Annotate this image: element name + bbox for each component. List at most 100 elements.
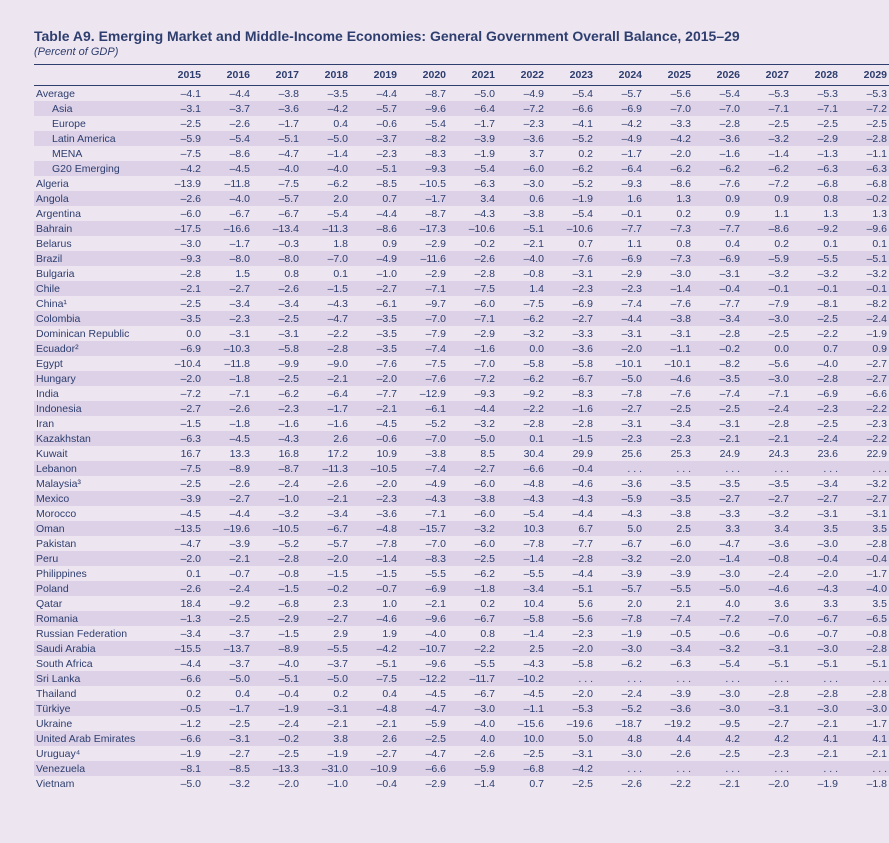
cell: –6.7 bbox=[791, 611, 840, 626]
cell: –1.9 bbox=[154, 746, 203, 761]
cell: –6.4 bbox=[301, 386, 350, 401]
cell: –2.9 bbox=[399, 236, 448, 251]
cell: 0.2 bbox=[644, 206, 693, 221]
cell: –7.1 bbox=[203, 386, 252, 401]
cell: –2.6 bbox=[203, 116, 252, 131]
cell: –10.1 bbox=[644, 356, 693, 371]
row-label: Bulgaria bbox=[34, 266, 154, 281]
cell: –3.0 bbox=[154, 236, 203, 251]
cell: –3.3 bbox=[644, 116, 693, 131]
cell: –2.5 bbox=[203, 611, 252, 626]
cell: –7.2 bbox=[742, 176, 791, 191]
cell: 0.9 bbox=[693, 206, 742, 221]
cell: –7.1 bbox=[448, 311, 497, 326]
cell: 5.0 bbox=[546, 731, 595, 746]
cell: –2.0 bbox=[644, 551, 693, 566]
cell: –0.6 bbox=[693, 626, 742, 641]
cell: –7.5 bbox=[154, 146, 203, 161]
cell: –1.7 bbox=[448, 116, 497, 131]
cell: –2.5 bbox=[742, 326, 791, 341]
cell: –2.8 bbox=[546, 551, 595, 566]
cell: –8.9 bbox=[203, 461, 252, 476]
cell: –7.2 bbox=[154, 386, 203, 401]
cell: –2.1 bbox=[350, 401, 399, 416]
cell: –3.5 bbox=[350, 326, 399, 341]
cell: –0.8 bbox=[252, 566, 301, 581]
data-table: 2015201620172018201920202021202220232024… bbox=[34, 64, 889, 791]
cell: –5.4 bbox=[693, 86, 742, 102]
cell: –7.4 bbox=[399, 341, 448, 356]
cell: –4.7 bbox=[154, 536, 203, 551]
row-label: Latin America bbox=[34, 131, 154, 146]
cell: –7.5 bbox=[154, 461, 203, 476]
table-row: Lebanon–7.5–8.9–8.7–11.3–10.5–7.4–2.7–6.… bbox=[34, 461, 889, 476]
cell: –1.4 bbox=[497, 626, 546, 641]
cell: 2.6 bbox=[350, 731, 399, 746]
year-header: 2015 bbox=[154, 65, 203, 86]
cell: –2.1 bbox=[301, 491, 350, 506]
cell: –3.1 bbox=[693, 266, 742, 281]
cell: –2.7 bbox=[350, 746, 399, 761]
cell: –9.6 bbox=[399, 656, 448, 671]
cell: 0.8 bbox=[252, 266, 301, 281]
cell: –6.7 bbox=[448, 611, 497, 626]
cell: –1.5 bbox=[301, 281, 350, 296]
cell: –12.2 bbox=[399, 671, 448, 686]
row-label: Europe bbox=[34, 116, 154, 131]
cell: –2.3 bbox=[791, 401, 840, 416]
cell: –5.4 bbox=[399, 116, 448, 131]
cell: –3.2 bbox=[448, 416, 497, 431]
cell: –3.9 bbox=[448, 131, 497, 146]
cell: –5.4 bbox=[203, 131, 252, 146]
cell: –7.7 bbox=[595, 221, 644, 236]
cell: –6.0 bbox=[497, 161, 546, 176]
cell: –2.6 bbox=[203, 476, 252, 491]
cell: 2.3 bbox=[301, 596, 350, 611]
cell: –5.1 bbox=[350, 161, 399, 176]
cell: –8.5 bbox=[203, 761, 252, 776]
cell: –5.8 bbox=[252, 341, 301, 356]
table-row: MENA–7.5–8.6–4.7–1.4–2.3–8.3–1.93.70.2–1… bbox=[34, 146, 889, 161]
cell: –0.1 bbox=[595, 206, 644, 221]
table-row: Europe–2.5–2.6–1.70.4–0.6–5.4–1.7–2.3–4.… bbox=[34, 116, 889, 131]
cell: –1.7 bbox=[595, 146, 644, 161]
cell: –13.9 bbox=[154, 176, 203, 191]
cell: –6.0 bbox=[448, 296, 497, 311]
cell: –5.2 bbox=[399, 416, 448, 431]
cell: . . . bbox=[693, 461, 742, 476]
cell: –6.2 bbox=[546, 161, 595, 176]
row-label: Sri Lanka bbox=[34, 671, 154, 686]
cell: –5.3 bbox=[840, 86, 889, 102]
cell: –2.1 bbox=[840, 746, 889, 761]
cell: –6.1 bbox=[399, 401, 448, 416]
cell: –4.2 bbox=[154, 161, 203, 176]
cell: –0.1 bbox=[840, 281, 889, 296]
cell: –3.4 bbox=[301, 506, 350, 521]
cell: 3.7 bbox=[497, 146, 546, 161]
table-row: Bulgaria–2.81.50.80.1–1.0–2.9–2.8–0.8–3.… bbox=[34, 266, 889, 281]
cell: –4.1 bbox=[154, 86, 203, 102]
cell: –9.3 bbox=[595, 176, 644, 191]
cell: –6.6 bbox=[546, 101, 595, 116]
table-row: Russian Federation–3.4–3.7–1.52.91.9–4.0… bbox=[34, 626, 889, 641]
cell: –5.2 bbox=[252, 536, 301, 551]
cell: –0.5 bbox=[644, 626, 693, 641]
table-row: Türkiye–0.5–1.7–1.9–3.1–4.8–4.7–3.0–1.1–… bbox=[34, 701, 889, 716]
cell: –2.8 bbox=[840, 641, 889, 656]
cell: –2.0 bbox=[595, 341, 644, 356]
cell: 4.0 bbox=[693, 596, 742, 611]
cell: –2.6 bbox=[252, 281, 301, 296]
cell: 0.2 bbox=[154, 686, 203, 701]
cell: –5.7 bbox=[301, 536, 350, 551]
table-row: Uruguay⁴–1.9–2.7–2.5–1.9–2.7–4.7–2.6–2.5… bbox=[34, 746, 889, 761]
cell: –3.1 bbox=[791, 506, 840, 521]
cell: –3.4 bbox=[693, 311, 742, 326]
cell: –0.2 bbox=[840, 191, 889, 206]
row-label: Qatar bbox=[34, 596, 154, 611]
table-row: Bahrain–17.5–16.6–13.4–11.3–8.6–17.3–10.… bbox=[34, 221, 889, 236]
cell: –5.6 bbox=[546, 611, 595, 626]
cell: –2.3 bbox=[350, 146, 399, 161]
cell: –5.4 bbox=[448, 161, 497, 176]
cell: –5.1 bbox=[350, 656, 399, 671]
cell: 4.4 bbox=[644, 731, 693, 746]
